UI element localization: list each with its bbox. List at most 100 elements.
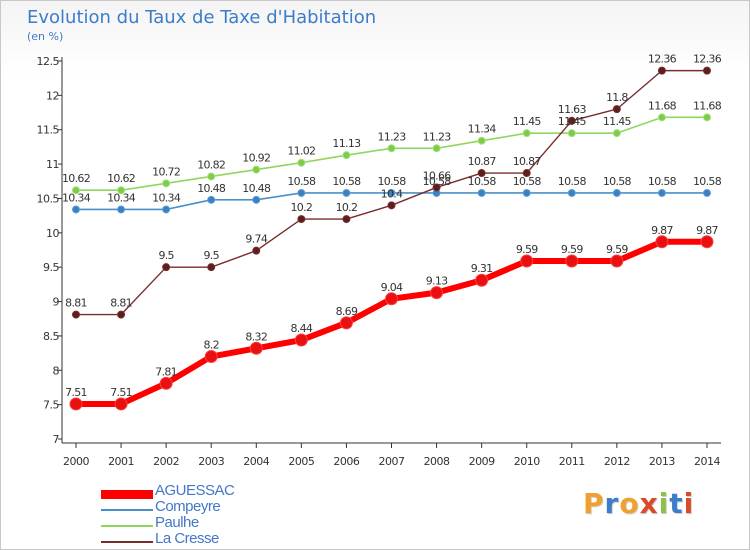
data-point-paulhe (162, 179, 171, 188)
data-label-compeyre: 10.48 (242, 182, 271, 195)
data-label-aguessac: 9.87 (651, 224, 673, 237)
data-point-aguessac (610, 254, 624, 268)
data-point-la-cresse (657, 66, 666, 75)
data-label-paulhe: 11.45 (513, 115, 542, 128)
data-label-aguessac: 9.13 (426, 275, 448, 288)
data-point-aguessac (565, 254, 579, 268)
x-tick-label: 2008 (424, 455, 450, 468)
data-point-paulhe (567, 129, 576, 138)
data-point-aguessac (700, 235, 714, 249)
data-point-compeyre (477, 188, 486, 197)
data-point-aguessac (655, 235, 669, 249)
x-tick-label: 2000 (63, 455, 89, 468)
data-point-compeyre (612, 188, 621, 197)
data-point-aguessac (520, 254, 534, 268)
data-label-la-cresse: 8.81 (110, 297, 132, 310)
data-point-aguessac (385, 292, 398, 306)
data-label-la-cresse: 10.4 (381, 187, 403, 200)
data-label-paulhe: 11.23 (378, 130, 407, 143)
data-label-la-cresse: 10.66 (423, 169, 452, 182)
x-tick-label: 2003 (198, 455, 224, 468)
data-label-compeyre: 10.34 (62, 191, 91, 204)
data-label-compeyre: 10.58 (648, 175, 677, 188)
legend-swatch (101, 489, 153, 499)
data-label-compeyre: 10.58 (558, 175, 587, 188)
data-point-paulhe (612, 129, 621, 138)
x-tick-label: 2002 (153, 455, 179, 468)
data-point-compeyre (72, 205, 80, 214)
legend-swatch (101, 509, 153, 511)
data-label-compeyre: 10.58 (378, 175, 407, 188)
legend-label: AGUESSAC (155, 482, 235, 499)
data-label-paulhe: 11.68 (693, 99, 722, 112)
data-label-aguessac: 9.04 (381, 281, 403, 294)
data-point-compeyre (297, 188, 306, 197)
data-point-paulhe (117, 186, 126, 195)
y-tick-label: 11.5 (37, 124, 60, 137)
data-label-compeyre: 10.34 (152, 191, 181, 204)
data-label-compeyre: 10.48 (197, 182, 226, 195)
data-point-la-cresse (342, 215, 351, 224)
x-tick-label: 2001 (108, 455, 134, 468)
data-point-la-cresse (72, 310, 80, 319)
data-label-la-cresse: 8.81 (65, 297, 87, 310)
data-label-aguessac: 9.31 (471, 262, 493, 275)
data-label-paulhe: 10.72 (152, 165, 180, 178)
y-tick-label: 9.5 (43, 261, 59, 274)
data-label-la-cresse: 10.2 (291, 201, 313, 214)
data-label-aguessac: 8.32 (245, 330, 267, 343)
legend-swatch (101, 541, 153, 543)
data-point-aguessac (249, 341, 263, 355)
data-label-la-cresse: 9.74 (245, 233, 267, 246)
data-point-aguessac (475, 273, 489, 287)
data-point-la-cresse (297, 215, 306, 224)
data-point-compeyre (522, 188, 531, 197)
data-label-compeyre: 10.58 (693, 175, 722, 188)
y-tick-label: 12 (46, 89, 59, 102)
data-label-compeyre: 10.58 (513, 175, 542, 188)
data-label-aguessac: 7.51 (110, 386, 132, 399)
data-point-la-cresse (387, 201, 396, 210)
chart-title: Evolution du Taux de Taxe d'Habitation (27, 7, 377, 28)
data-point-paulhe (432, 144, 441, 153)
x-tick-label: 2012 (604, 455, 630, 468)
data-point-paulhe (522, 129, 531, 138)
data-label-la-cresse: 9.5 (204, 249, 220, 262)
data-label-compeyre: 10.58 (287, 175, 316, 188)
x-tick-label: 2013 (649, 455, 675, 468)
data-point-paulhe (703, 113, 711, 122)
x-tick-label: 2005 (288, 455, 314, 468)
data-point-compeyre (567, 188, 576, 197)
data-point-paulhe (657, 113, 666, 122)
data-point-la-cresse (432, 183, 441, 192)
data-label-paulhe: 11.13 (332, 137, 361, 150)
data-label-paulhe: 11.68 (648, 99, 677, 112)
y-tick-label: 7 (53, 433, 60, 446)
data-point-aguessac (159, 376, 173, 390)
y-tick-label: 11 (46, 158, 59, 171)
data-label-paulhe: 11.45 (558, 115, 587, 128)
data-label-aguessac: 9.59 (561, 243, 583, 256)
data-point-compeyre (342, 188, 351, 197)
data-label-aguessac: 9.87 (696, 224, 718, 237)
data-label-aguessac: 8.2 (204, 339, 219, 352)
legend-label: La Cresse (155, 530, 219, 547)
data-label-la-cresse: 12.36 (693, 53, 722, 66)
data-point-la-cresse (162, 263, 171, 272)
data-label-paulhe: 11.23 (423, 130, 452, 143)
y-tick-label: 10 (46, 227, 59, 240)
data-label-aguessac: 7.51 (65, 386, 87, 399)
data-label-la-cresse: 10.87 (468, 155, 497, 168)
data-label-la-cresse: 12.36 (648, 53, 677, 66)
proxiti-logo: Proxiti (583, 487, 695, 520)
y-tick-label: 8.5 (43, 330, 59, 343)
y-tick-label: 7.5 (43, 399, 59, 412)
data-point-compeyre (117, 205, 126, 214)
x-tick-label: 2011 (559, 455, 585, 468)
data-label-la-cresse: 10.87 (513, 155, 542, 168)
x-tick-label: 2010 (514, 455, 540, 468)
data-point-compeyre (162, 205, 171, 214)
data-label-paulhe: 11.34 (468, 123, 497, 136)
